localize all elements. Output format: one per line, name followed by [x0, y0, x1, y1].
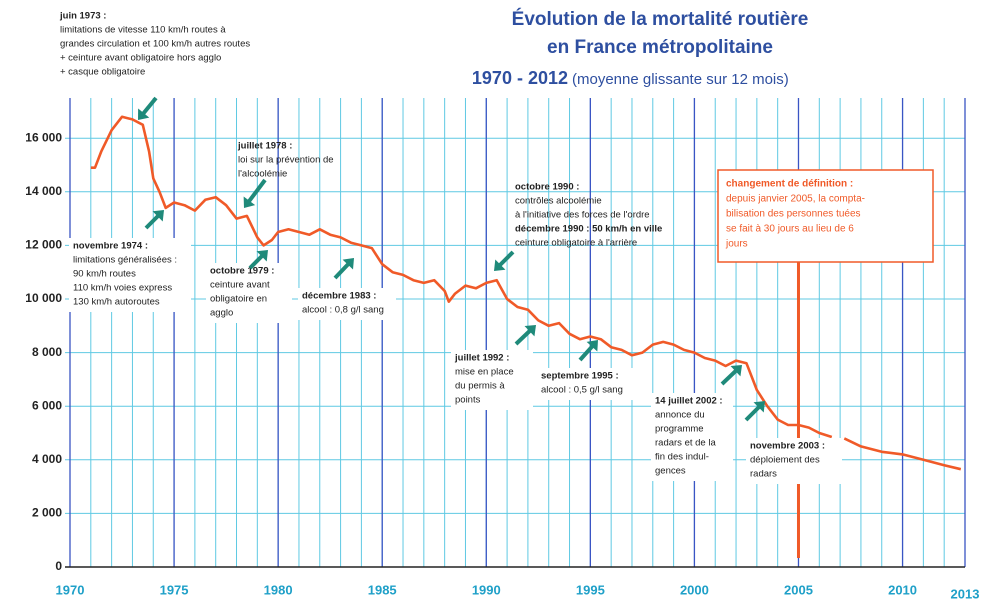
- x-tick-label: 1975: [160, 582, 189, 597]
- annotation-line: + casque obligatoire: [60, 67, 145, 78]
- arrow-head: [342, 258, 354, 270]
- annotation-box: [651, 393, 733, 481]
- annotation-line: agglo: [210, 308, 233, 319]
- arrow-head: [152, 210, 164, 222]
- y-tick-label: 16 000: [25, 130, 62, 144]
- annotation-line: grandes circulation et 100 km/h autres r…: [60, 39, 250, 50]
- annotation-line: loi sur la prévention de: [238, 155, 334, 166]
- x-tick-label: 1970: [56, 582, 85, 597]
- annotation-box: [298, 288, 396, 320]
- annotation-title: octobre 1990 :: [515, 182, 579, 193]
- y-tick-label: 10 000: [25, 291, 62, 305]
- y-tick-label: 12 000: [25, 238, 62, 252]
- annotation-line: annonce du: [655, 410, 705, 421]
- annotation-line: à l'initiative des forces de l'ordre: [515, 210, 650, 221]
- arrow-head: [586, 340, 598, 352]
- annotation-title: novembre 2003 :: [750, 441, 825, 452]
- arrow-shaft: [246, 178, 267, 205]
- annotation-line: obligatoire en: [210, 294, 267, 305]
- subtitle: 1970 - 2012: [472, 68, 568, 88]
- annotation-line: ceinture avant: [210, 280, 270, 291]
- arrow-head: [730, 365, 742, 377]
- annotation-box: [451, 350, 533, 410]
- arrow-head: [243, 196, 256, 208]
- x-tick-label: 1995: [576, 582, 605, 597]
- arrow-head: [524, 325, 536, 337]
- annotation-line: radars: [750, 469, 777, 480]
- y-tick-label: 8 000: [32, 345, 62, 359]
- annotation-line: 110 km/h voies express: [73, 283, 172, 294]
- definition-box: [717, 169, 934, 263]
- annotation-line: contrôles alcoolémie: [515, 196, 602, 207]
- arrow-shaft: [333, 260, 352, 280]
- annotation-title: novembre 1974 :: [73, 241, 148, 252]
- annotation-line: limitations généralisées :: [73, 255, 177, 266]
- arrow-shaft: [144, 212, 162, 230]
- y-tick-label: 2 000: [32, 506, 62, 520]
- annotation-title: octobre 1979 :: [210, 266, 274, 277]
- x-tick-label: 1990: [472, 582, 501, 597]
- annotation-line: alcool : 0,5 g/l sang: [541, 385, 623, 396]
- x-tick-label: 2005: [784, 582, 813, 597]
- definition-line: jours: [725, 239, 748, 250]
- x-tick-label: 2000: [680, 582, 709, 597]
- annotation-title: juillet 1978 :: [237, 141, 292, 152]
- annotation-title: juillet 1992 :: [454, 353, 509, 364]
- chart-title: Évolution de la mortalité routière: [512, 8, 809, 30]
- y-tick-label: 6 000: [32, 398, 62, 412]
- annotation-line: déploiement des: [750, 455, 820, 466]
- x-tick-label: 2010: [888, 582, 917, 597]
- arrow-head: [494, 259, 506, 271]
- annotation-line: décembre 1990 : 50 km/h en ville: [515, 224, 662, 235]
- subtitle-note: (moyenne glissante sur 12 mois): [572, 71, 789, 88]
- x-tick-label: 1980: [264, 582, 293, 597]
- annotation-line: + ceinture avant obligatoire hors agglo: [60, 53, 221, 64]
- definition-line: depuis janvier 2005, la compta-: [726, 194, 865, 205]
- annotation-line: gences: [655, 466, 686, 477]
- annotation-line: du permis à: [455, 381, 505, 392]
- definition-line: se fait à 30 jours au lieu de 6: [726, 224, 854, 235]
- data-line: [90, 115, 962, 471]
- x-tick-label: 2013: [951, 586, 980, 601]
- annotation-line: l'alcoolémie: [238, 169, 287, 180]
- annotation-line: alcool : 0,8 g/l sang: [302, 305, 384, 316]
- annotation-box: [69, 238, 191, 312]
- annotation-box: [537, 368, 633, 400]
- definition-line: bilisation des personnes tuées: [726, 209, 861, 220]
- annotation-title: juin 1973 :: [59, 11, 106, 22]
- annotation-title: 14 juillet 2002 :: [655, 396, 723, 407]
- definition-title: changement de définition :: [726, 179, 853, 190]
- arrow-shaft: [720, 367, 740, 386]
- arrow-head: [256, 250, 268, 262]
- annotation-line: programme: [655, 424, 704, 435]
- annotation-line: radars et de la: [655, 438, 716, 449]
- y-tick-label: 0: [55, 559, 62, 573]
- annotation-line: 90 km/h routes: [73, 269, 136, 280]
- arrow-shaft: [496, 250, 515, 269]
- annotation-box: [746, 438, 842, 484]
- arrow-shaft: [578, 343, 596, 362]
- annotation-title: décembre 1983 :: [302, 291, 376, 302]
- annotation-line: ceinture obligatoire à l'arrière: [515, 238, 637, 249]
- annotation-line: fin des indul-: [655, 452, 709, 463]
- annotation-line: points: [455, 395, 481, 406]
- x-tick-label: 1985: [368, 582, 397, 597]
- y-tick-label: 14 000: [25, 184, 62, 198]
- annotation-line: mise en place: [455, 367, 514, 378]
- annotation-title: septembre 1995 :: [541, 371, 619, 382]
- arrow-shaft: [248, 252, 266, 270]
- annotation-box: [206, 263, 292, 323]
- arrow-shaft: [140, 96, 158, 117]
- y-tick-label: 4 000: [32, 452, 62, 466]
- annotation-line: 130 km/h autoroutes: [73, 297, 160, 308]
- arrow-shaft: [514, 327, 534, 346]
- arrow-shaft: [744, 403, 763, 422]
- chart-title-2: en France métropolitaine: [547, 37, 773, 58]
- annotation-line: limitations de vitesse 110 km/h routes à: [60, 25, 226, 36]
- arrow-head: [138, 108, 150, 120]
- arrow-head: [753, 401, 765, 413]
